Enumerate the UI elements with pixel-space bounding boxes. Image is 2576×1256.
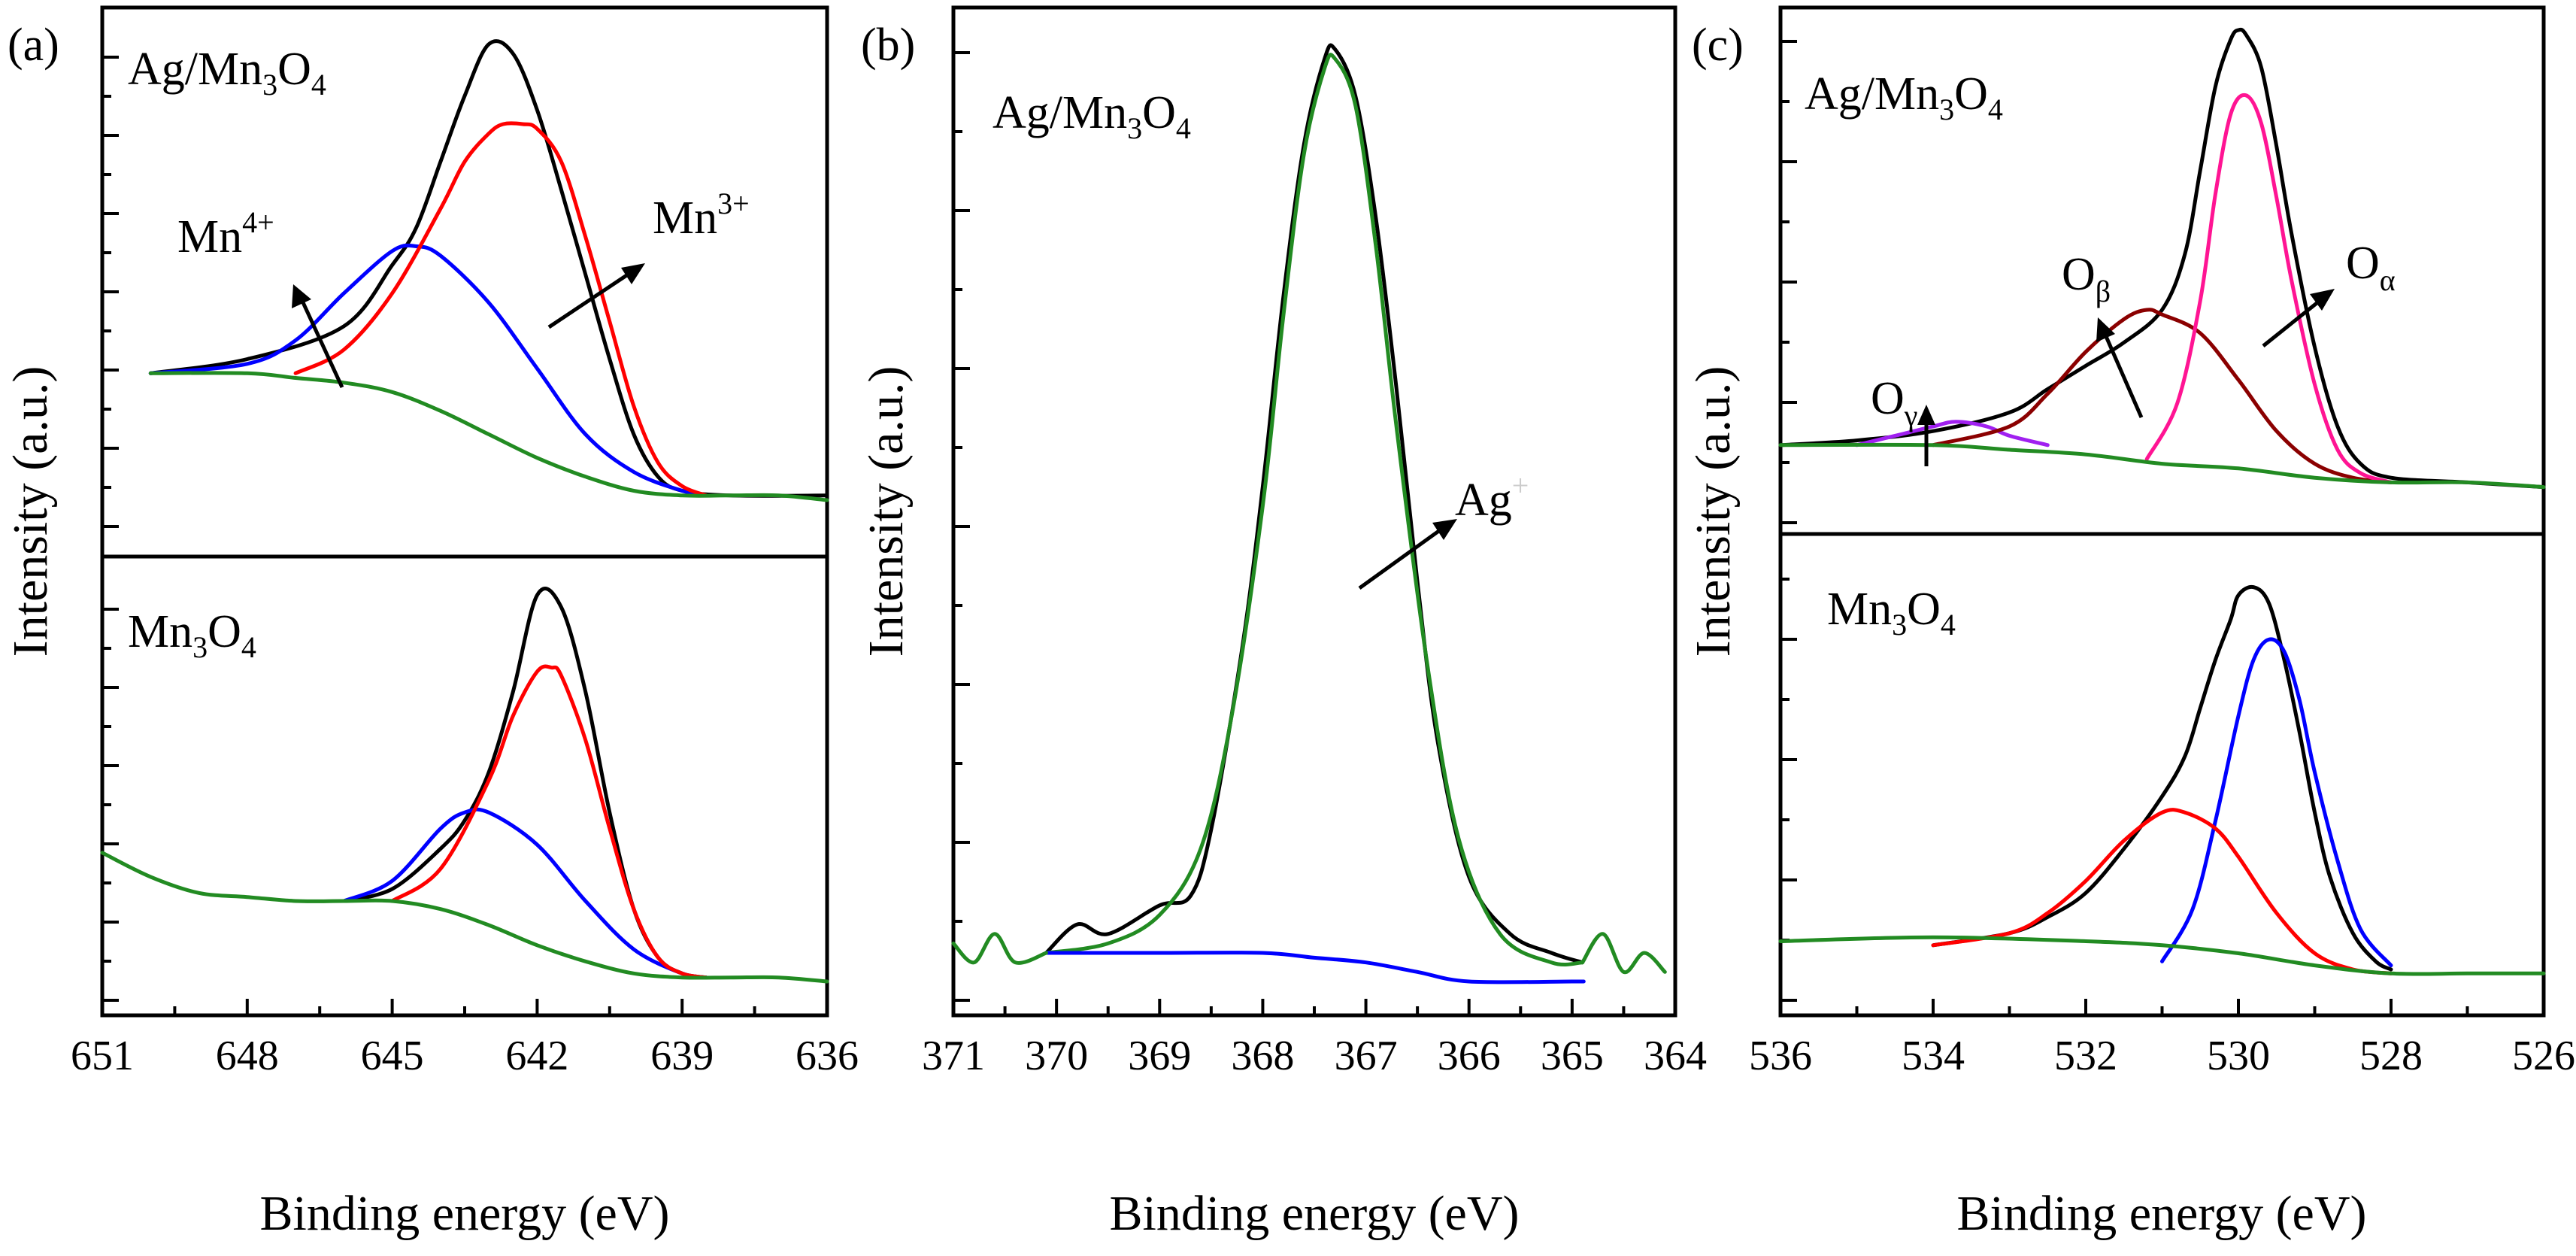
annotation-agplus: Ag+ bbox=[1455, 469, 1529, 526]
panel-b-letter: (b) bbox=[861, 20, 915, 71]
panel-a-bottom-series-raw bbox=[341, 587, 708, 980]
panel-c-x-tick-labels: 536 534 532 530 528 526 bbox=[1749, 1033, 2575, 1079]
panel-c-x-axis-title: Binding energy (eV) bbox=[1957, 1186, 2367, 1241]
panel-b-x-tick-label: 365 bbox=[1541, 1033, 1604, 1079]
panel-b-x-tick-label: 366 bbox=[1438, 1033, 1501, 1079]
panel-c-bottom-sample-label: Mn3O4 bbox=[1827, 584, 1956, 642]
panel-c-bottom-curves bbox=[1778, 584, 2546, 976]
panel-c-letter: (c) bbox=[1692, 20, 1744, 71]
panel-a-top-curves bbox=[148, 39, 829, 502]
panel-c-x-tick-label: 530 bbox=[2207, 1033, 2270, 1079]
panel-b-series-ag-fit bbox=[1044, 53, 1585, 966]
panel-a-x-tick-label: 651 bbox=[71, 1033, 134, 1079]
panel-b-x-tick-label: 367 bbox=[1335, 1033, 1398, 1079]
panel-c-x-tick-label: 526 bbox=[2512, 1033, 2575, 1079]
panel-a-x-axis-title: Binding energy (eV) bbox=[260, 1186, 670, 1241]
panel-a-top-series-mn4-fit bbox=[148, 243, 708, 498]
panel-b-x-tick-label: 368 bbox=[1231, 1033, 1294, 1079]
panel-c-bottom-series-o-fit-low-be bbox=[2160, 637, 2393, 968]
arrow-o-beta bbox=[2103, 334, 2144, 418]
panel-b-sample-label: Ag/Mn3O4 bbox=[993, 87, 1191, 145]
panel-a-x-tick-label: 636 bbox=[796, 1033, 859, 1079]
panel-c-top-curves bbox=[1778, 27, 2546, 490]
panel-b-x-tick-label: 364 bbox=[1644, 1033, 1707, 1079]
panel-c-x-tick-label: 536 bbox=[1749, 1033, 1812, 1079]
panel-a-letter: (a) bbox=[8, 20, 59, 71]
panel-b-series-background bbox=[1044, 951, 1586, 984]
annotation-o-alpha: Oα bbox=[2346, 238, 2396, 297]
panel-c-top-series-o-beta-fit bbox=[1931, 308, 2393, 484]
panel-b-y-axis-title: Intensity (a.u.) bbox=[859, 366, 914, 657]
panel-b-series-raw-tail-right bbox=[1580, 932, 1667, 974]
panel-c-top-series-raw bbox=[1778, 27, 2546, 490]
panel-a-top-series-background bbox=[148, 371, 829, 502]
panel-a-bottom-series-mn3-fit bbox=[390, 664, 708, 980]
panel-c-top-series-o-alpha-fit bbox=[2144, 93, 2393, 484]
panel-c-ticks bbox=[1779, 40, 2545, 1015]
panel-a-bottom-sample-label: Mn3O4 bbox=[128, 606, 256, 664]
panel-b-x-tick-label: 371 bbox=[922, 1033, 985, 1079]
panel-c-frame bbox=[1778, 5, 2546, 1018]
panel-b-x-tick-label: 369 bbox=[1128, 1033, 1191, 1079]
arrow-mn3plus bbox=[547, 272, 629, 329]
panel-a-top-series-raw bbox=[148, 39, 829, 498]
panel-c-top-series-o-gamma-fit bbox=[1855, 420, 2050, 447]
panel-c-y-axis-title: Intensity (a.u.) bbox=[1686, 366, 1741, 657]
panel-a-top-series-mn3-fit bbox=[293, 121, 708, 498]
arrow-o-alpha bbox=[2262, 299, 2321, 347]
annotation-mn3plus: Mn3+ bbox=[653, 187, 750, 244]
arrowhead-o-alpha bbox=[2310, 289, 2335, 311]
panel-a-bottom-series-background bbox=[100, 851, 829, 984]
arrow-mn4plus bbox=[300, 299, 344, 389]
panel-a-x-tick-label: 642 bbox=[505, 1033, 568, 1079]
panel-a-x-tick-label: 648 bbox=[216, 1033, 279, 1079]
arrowhead-o-beta bbox=[2096, 317, 2115, 342]
panel-a-y-axis-title: Intensity (a.u.) bbox=[3, 366, 58, 657]
panel-b-ticks bbox=[952, 51, 1677, 1015]
panel-a-x-tick-label: 639 bbox=[650, 1033, 714, 1079]
panel-a-top-sample-label: Ag/Mn3O4 bbox=[128, 44, 326, 102]
arrowhead-mn3plus bbox=[621, 263, 645, 284]
panel-a-bottom-curves bbox=[100, 587, 829, 984]
arrowhead-o-gamma bbox=[1917, 405, 1935, 425]
panel-c-bottom-series-background bbox=[1778, 935, 2546, 976]
panel-b-x-tick-label: 370 bbox=[1025, 1033, 1088, 1079]
arrowhead-agplus bbox=[1432, 519, 1457, 540]
panel-c-top-sample-label: Ag/Mn3O4 bbox=[1805, 68, 2003, 126]
panel-c-x-tick-label: 534 bbox=[1902, 1033, 1965, 1079]
panel-b-curves bbox=[951, 43, 1667, 984]
panel-a-x-tick-labels: 651 648 645 642 639 636 bbox=[71, 1033, 859, 1079]
panel-c-top-series-background bbox=[1778, 442, 2546, 490]
panel-b-x-tick-labels: 371 370 369 368 367 366 365 364 bbox=[922, 1033, 1707, 1079]
panel-a-x-tick-label: 645 bbox=[361, 1033, 424, 1079]
panel-a-ticks bbox=[101, 56, 829, 1015]
arrow-agplus bbox=[1358, 528, 1441, 590]
panel-b-x-axis-title: Binding energy (eV) bbox=[1110, 1186, 1520, 1241]
arrowhead-mn4plus bbox=[292, 284, 311, 308]
panel-c-bottom-series-o-fit-high-be bbox=[1931, 808, 2393, 975]
panel-b-frame bbox=[951, 5, 1677, 1018]
panel-b-series-raw-tail bbox=[951, 932, 1048, 965]
annotation-o-beta: Oβ bbox=[2062, 249, 2111, 308]
annotation-o-gamma: Oγ bbox=[1871, 373, 1917, 432]
panel-c-x-tick-label: 532 bbox=[2054, 1033, 2117, 1079]
panel-c-bottom-series-raw bbox=[1931, 584, 2393, 972]
panel-c-x-tick-label: 528 bbox=[2359, 1033, 2423, 1079]
annotation-mn4plus: Mn4+ bbox=[177, 205, 274, 262]
panel-a-bottom-series-mn4-fit bbox=[341, 807, 708, 980]
